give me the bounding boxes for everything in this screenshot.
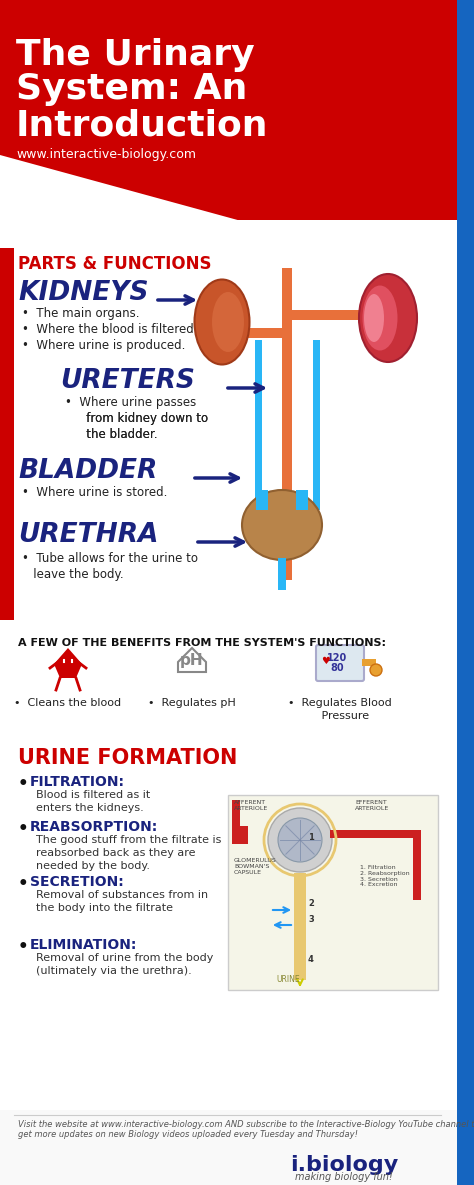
Polygon shape xyxy=(0,248,14,620)
Ellipse shape xyxy=(359,274,417,361)
Text: FILTRATION:: FILTRATION: xyxy=(30,775,125,789)
Text: KIDNEYS: KIDNEYS xyxy=(18,280,148,306)
Text: •: • xyxy=(18,820,28,838)
Text: Introduction: Introduction xyxy=(16,108,268,142)
Text: GLOMERULUS
BOWMAN'S
CAPSULE: GLOMERULUS BOWMAN'S CAPSULE xyxy=(234,858,277,875)
Text: •  Where the blood is filtered: • Where the blood is filtered xyxy=(22,324,194,337)
Ellipse shape xyxy=(363,286,398,351)
Text: •  Cleans the blood: • Cleans the blood xyxy=(14,698,121,707)
Text: •: • xyxy=(18,939,28,956)
Polygon shape xyxy=(457,1110,474,1185)
Text: Pressure: Pressure xyxy=(311,711,369,720)
FancyBboxPatch shape xyxy=(316,645,364,681)
Text: the body into the filtrate: the body into the filtrate xyxy=(36,903,173,912)
Text: i.biology: i.biology xyxy=(290,1155,398,1176)
Text: the bladder.: the bladder. xyxy=(75,428,157,441)
Polygon shape xyxy=(457,738,474,1110)
Text: from kidney down to: from kidney down to xyxy=(75,412,208,425)
Text: 120: 120 xyxy=(327,653,347,662)
Text: from kidney down to: from kidney down to xyxy=(75,412,208,425)
Text: •  Where urine passes: • Where urine passes xyxy=(65,396,196,409)
Polygon shape xyxy=(255,340,262,510)
Text: PARTS & FUNCTIONS: PARTS & FUNCTIONS xyxy=(18,255,211,273)
Text: REABSORPTION:: REABSORPTION: xyxy=(30,820,158,834)
Polygon shape xyxy=(278,558,286,590)
Text: A FEW OF THE BENEFITS FROM THE SYSTEM'S FUNCTIONS:: A FEW OF THE BENEFITS FROM THE SYSTEM'S … xyxy=(18,638,386,648)
Polygon shape xyxy=(413,830,421,899)
Text: URETERS: URETERS xyxy=(60,369,195,393)
Text: ♥: ♥ xyxy=(322,656,330,666)
Text: BLADDER: BLADDER xyxy=(18,457,157,483)
Text: System: An: System: An xyxy=(16,72,247,105)
Text: 4: 4 xyxy=(308,955,314,965)
Polygon shape xyxy=(457,630,474,739)
Text: 1: 1 xyxy=(308,833,314,843)
Text: •: • xyxy=(18,775,28,793)
Text: •  Regulates pH: • Regulates pH xyxy=(148,698,236,707)
Polygon shape xyxy=(232,826,248,844)
Text: URETHRA: URETHRA xyxy=(18,523,158,547)
Ellipse shape xyxy=(242,491,322,561)
Text: AFFERENT
ARTERIOLE: AFFERENT ARTERIOLE xyxy=(234,800,268,811)
Polygon shape xyxy=(0,1110,457,1185)
Text: leave the body.: leave the body. xyxy=(22,568,124,581)
Polygon shape xyxy=(362,659,376,666)
Ellipse shape xyxy=(364,294,384,342)
Text: The good stuff from the filtrate is: The good stuff from the filtrate is xyxy=(36,835,221,845)
Circle shape xyxy=(370,664,382,675)
Text: 2: 2 xyxy=(308,898,314,908)
Text: 80: 80 xyxy=(330,662,344,673)
Polygon shape xyxy=(0,630,457,739)
Polygon shape xyxy=(291,310,360,320)
Text: needed by the body.: needed by the body. xyxy=(36,861,150,871)
Polygon shape xyxy=(313,340,320,510)
Text: 3: 3 xyxy=(308,916,314,924)
Text: •  Regulates Blood: • Regulates Blood xyxy=(288,698,392,707)
Polygon shape xyxy=(0,0,474,220)
Text: Visit the website at www.interactive-biology.com AND subscribe to the Interactiv: Visit the website at www.interactive-bio… xyxy=(18,1120,474,1140)
Polygon shape xyxy=(0,155,340,248)
Polygon shape xyxy=(240,328,283,338)
Circle shape xyxy=(278,818,322,861)
Polygon shape xyxy=(457,0,474,1185)
Text: •  Tube allows for the urine to: • Tube allows for the urine to xyxy=(22,552,198,565)
Text: Blood is filtered as it: Blood is filtered as it xyxy=(36,790,150,800)
Text: Removal of substances from in: Removal of substances from in xyxy=(36,890,208,899)
Polygon shape xyxy=(0,248,14,620)
Polygon shape xyxy=(54,648,82,678)
Text: (ultimately via the urethra).: (ultimately via the urethra). xyxy=(36,966,192,976)
Polygon shape xyxy=(294,873,306,980)
Polygon shape xyxy=(232,800,240,840)
Circle shape xyxy=(268,808,332,872)
Text: reabsorbed back as they are: reabsorbed back as they are xyxy=(36,848,195,858)
Text: making biology fun!: making biology fun! xyxy=(295,1172,393,1181)
Text: URINE: URINE xyxy=(276,975,300,984)
Text: SECRETION:: SECRETION: xyxy=(30,875,124,889)
Polygon shape xyxy=(457,248,474,630)
Text: enters the kidneys.: enters the kidneys. xyxy=(36,803,144,813)
Polygon shape xyxy=(256,491,268,510)
Polygon shape xyxy=(0,738,457,1110)
FancyBboxPatch shape xyxy=(228,795,438,989)
Ellipse shape xyxy=(194,280,249,365)
Text: 1. Filtration
2. Reabsorption
3. Secretion
4. Excretion: 1. Filtration 2. Reabsorption 3. Secreti… xyxy=(360,865,410,888)
Text: The Urinary: The Urinary xyxy=(16,38,255,72)
Text: •  The main organs.: • The main organs. xyxy=(22,307,139,320)
Text: Removal of urine from the body: Removal of urine from the body xyxy=(36,953,213,963)
Text: •  Where urine is produced.: • Where urine is produced. xyxy=(22,339,185,352)
Text: EFFERENT
ARTERIOLE: EFFERENT ARTERIOLE xyxy=(355,800,389,811)
Polygon shape xyxy=(0,248,457,630)
Text: URINE FORMATION: URINE FORMATION xyxy=(18,748,237,768)
Text: www.interactive-biology.com: www.interactive-biology.com xyxy=(16,148,196,161)
Text: •  Where urine is stored.: • Where urine is stored. xyxy=(22,486,167,499)
Ellipse shape xyxy=(212,292,244,352)
Polygon shape xyxy=(282,268,292,579)
Text: ELIMINATION:: ELIMINATION: xyxy=(30,939,137,952)
Text: pH: pH xyxy=(180,653,204,667)
Polygon shape xyxy=(296,491,308,510)
Polygon shape xyxy=(330,830,420,838)
Text: the bladder.: the bladder. xyxy=(75,428,157,441)
Text: •: • xyxy=(18,875,28,893)
